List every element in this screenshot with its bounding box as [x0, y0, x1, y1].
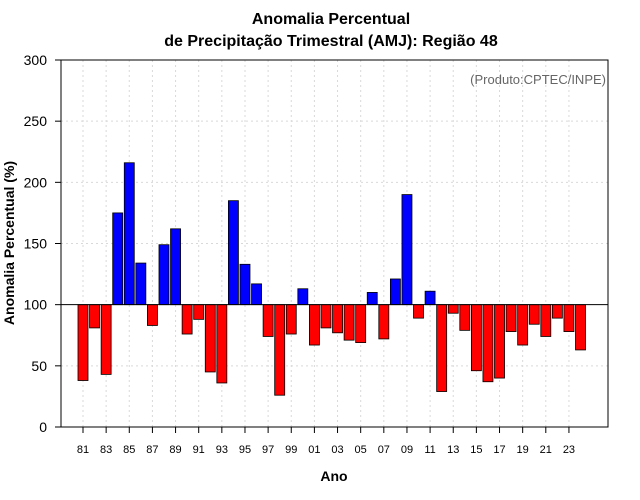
x-tick-label-09: 09: [401, 444, 413, 456]
bar-15: [470, 304, 482, 372]
x-axis: 81 83 85 87 89 91 93 95 97 99 01 03 05 07 09 11 13 15 17 19…: [77, 427, 575, 456]
bar-03: [332, 304, 343, 334]
bar-91: [193, 304, 205, 320]
bars-layer: [77, 162, 586, 396]
x-tick-label-03: 03: [331, 444, 343, 456]
chart-title-line-1: Anomalia Percentual: [252, 11, 410, 28]
bar-05: [355, 304, 367, 343]
bar-04: [343, 304, 355, 341]
bar-97: [262, 304, 274, 337]
bar-99: [285, 304, 297, 335]
bar-08: [389, 278, 401, 306]
x-tick-label-21: 21: [540, 444, 552, 456]
bar-07: [378, 304, 390, 340]
x-tick-label-01: 01: [308, 444, 320, 456]
y-tick-label: 250: [24, 113, 48, 129]
x-tick-label-95: 95: [239, 444, 251, 456]
y-axis: 0 50 100 150 200 250 300: [24, 52, 61, 435]
bar-90: [181, 304, 193, 335]
bar-88: [158, 244, 170, 306]
bar-12: [436, 304, 448, 392]
bar-83: [100, 304, 112, 375]
y-tick-label: 50: [31, 358, 47, 374]
y-tick-label: 0: [39, 419, 47, 435]
x-tick-label-85: 85: [123, 444, 135, 456]
bar-86: [135, 262, 147, 306]
bar-16: [482, 304, 494, 383]
bar-18: [505, 304, 517, 332]
bar-98: [274, 304, 286, 396]
x-tick-label-17: 17: [493, 444, 505, 456]
bar-17: [494, 304, 505, 379]
bar-20: [528, 304, 540, 325]
bar-02: [320, 304, 332, 329]
bar-82: [89, 304, 100, 329]
bar-11: [424, 290, 436, 306]
bar-95: [239, 263, 251, 306]
x-tick-label-99: 99: [285, 444, 297, 456]
x-tick-label-13: 13: [447, 444, 459, 456]
x-tick-label-89: 89: [169, 444, 181, 456]
x-tick-label-81: 81: [77, 444, 89, 456]
bar-92: [204, 304, 216, 373]
x-tick-label-23: 23: [563, 444, 575, 456]
y-tick-label: 150: [24, 236, 48, 252]
x-tick-label-83: 83: [100, 444, 112, 456]
x-tick-label-05: 05: [355, 444, 367, 456]
bar-13: [447, 304, 459, 314]
bar-85: [123, 162, 135, 306]
x-tick-label-07: 07: [378, 444, 390, 456]
x-tick-label-19: 19: [517, 444, 529, 456]
bar-84: [112, 212, 124, 306]
y-tick-label: 100: [24, 297, 48, 313]
bar-10: [413, 304, 424, 319]
y-axis-label: Anomalia Percentual (%): [1, 161, 17, 325]
x-tick-label-91: 91: [193, 444, 205, 456]
y-tick-label: 200: [24, 174, 48, 190]
bar-00: [297, 288, 309, 306]
y-tick-label: 300: [24, 52, 48, 68]
source-note: (Produto:CPTEC/INPE): [470, 72, 606, 87]
bar-87: [147, 304, 158, 326]
bar-21: [540, 304, 552, 337]
bar-14: [459, 304, 471, 331]
bar-01: [308, 304, 320, 346]
bar-24: [575, 304, 586, 351]
bar-06: [366, 292, 378, 306]
x-tick-label-93: 93: [216, 444, 228, 456]
chart-title-line-2: de Precipitação Trimestral (AMJ): Região…: [164, 33, 498, 50]
bar-19: [517, 304, 529, 346]
x-tick-label-87: 87: [146, 444, 158, 456]
bar-96: [251, 283, 262, 306]
bar-81: [77, 304, 89, 381]
x-axis-label: Ano: [320, 468, 347, 484]
bar-94: [228, 200, 239, 306]
x-tick-label-15: 15: [470, 444, 482, 456]
bar-93: [216, 304, 228, 384]
plot-frame: [60, 59, 609, 428]
bar-23: [563, 304, 575, 332]
bar-09: [401, 194, 413, 306]
x-tick-label-11: 11: [424, 444, 435, 456]
grid-layer: [61, 60, 608, 427]
x-tick-label-97: 97: [262, 444, 274, 456]
bar-22: [551, 304, 563, 319]
bar-89: [170, 228, 181, 306]
